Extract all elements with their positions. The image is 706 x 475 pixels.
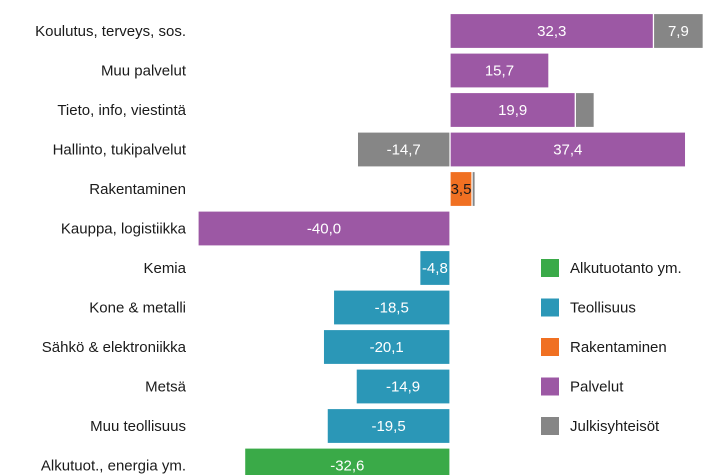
data-label-palvelut-hallinto-tukipalvelut: 37,4 [553,142,582,159]
bar-palvelut-hallinto-tukipalvelut [449,131,687,168]
category-label-sahko-elektroniikka: Sähkö & elektroniikka [42,339,187,356]
bar-julkisyhteisot-hallinto-tukipalvelut [356,131,451,168]
bar-teollisuus-kone-metalli [332,289,451,326]
data-label-teollisuus-metsa: -14,9 [386,379,420,396]
data-label-julkisyhteisot-koulutus-terveys-sos: 7,9 [668,23,689,40]
legend-swatch-alkutuotanto-ym [541,259,559,277]
data-label-rakentaminen-rakentaminen: 3,5 [451,181,472,198]
category-label-tieto-info-viestinta: Tieto, info, viestintä [57,102,186,119]
category-label-koulutus-terveys-sos: Koulutus, terveys, sos. [35,23,186,40]
data-label-julkisyhteisot-hallinto-tukipalvelut: -14,7 [387,142,421,159]
category-label-alkutuot-energia-ym: Alkutuot., energia ym. [41,458,186,475]
data-label-palvelut-koulutus-terveys-sos: 32,3 [537,23,566,40]
bar-julkisyhteisot-koulutus-terveys-sos [652,12,704,50]
bar-palvelut-koulutus-terveys-sos [449,12,655,50]
legend-label-alkutuotanto-ym: Alkutuotanto ym. [570,260,682,277]
legend-label-julkisyhteisot: Julkisyhteisöt [570,418,660,435]
category-label-kauppa-logistiikka: Kauppa, logistiikka [61,221,187,238]
category-label-hallinto-tukipalvelut: Hallinto, tukipalvelut [53,142,187,159]
data-label-teollisuus-muu-teollisuus: -19,5 [371,418,405,435]
data-label-palvelut-tieto-info-viestinta: 19,9 [498,102,527,119]
legend-swatch-teollisuus [541,298,559,317]
category-labels: Koulutus, terveys, sos. Muu palvelut Tieto… [35,23,187,475]
data-label-alkutuotanto-ym-alkutuot-energia-ym: -32,6 [330,458,364,475]
bar-teollisuus-kemia [419,249,451,287]
bars-group [197,12,704,475]
category-label-rakentaminen: Rakentaminen [89,181,186,198]
bar-julkisyhteisot-rakentaminen [471,170,476,208]
bar-alkutuotanto-ym-alkutuot-energia-ym [244,447,451,475]
legend-swatch-palvelut [541,377,559,396]
category-label-muu-teollisuus: Muu teollisuus [90,418,186,435]
category-label-metsa: Metsä [145,379,187,396]
data-label-palvelut-muu-palvelut: 15,7 [485,63,514,80]
bar-teollisuus-metsa [355,368,451,405]
bar-palvelut-kauppa-logistiikka [197,210,451,247]
category-label-kemia: Kemia [143,260,186,277]
data-label-palvelut-kauppa-logistiikka: -40,0 [307,221,341,238]
category-label-muu-palvelut: Muu palvelut [101,63,187,80]
data-label-teollisuus-sahko-elektroniikka: -20,1 [370,339,404,356]
value-labels: 32,3 7,9 15,7 19,9 37,4 -14,7 3,5 -40,0 -4,8 -18,… [307,23,689,475]
bar-julkisyhteisot-tieto-info-viestinta [574,91,595,129]
category-label-kone-metalli: Kone & metalli [89,300,186,317]
legend-label-palvelut: Palvelut [570,379,624,396]
data-label-teollisuus-kone-metalli: -18,5 [375,300,409,317]
legend-swatch-julkisyhteisot [541,417,559,435]
legend: Alkutuotanto ym. Teollisuus Rakentaminen Pa… [541,259,682,435]
bar-teollisuus-muu-teollisuus [326,407,451,445]
data-label-teollisuus-kemia: -4,8 [422,260,448,277]
legend-swatch-rakentaminen [541,338,559,356]
legend-label-teollisuus: Teollisuus [570,300,636,317]
bar-palvelut-muu-palvelut [449,52,550,89]
bar-teollisuus-sahko-elektroniikka [322,328,451,366]
legend-label-rakentaminen: Rakentaminen [570,339,667,356]
